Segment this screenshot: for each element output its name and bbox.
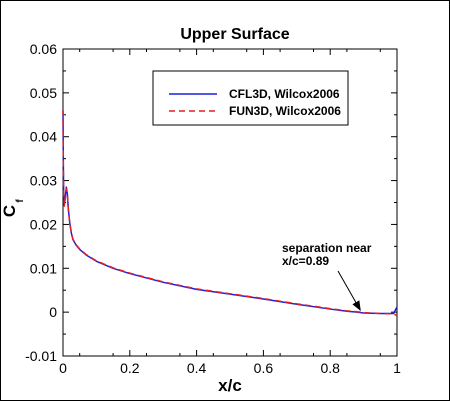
x-axis: 0 0.2 0.4 0.6 0.8 1 bbox=[59, 49, 401, 376]
y-axis-title-subscript: f bbox=[15, 199, 26, 203]
x-tick-label: 0.2 bbox=[120, 360, 140, 376]
legend-label-cfl3d: CFL3D, Wilcox2006 bbox=[229, 87, 340, 101]
series-line-fun3d bbox=[62, 110, 398, 317]
y-tick-label: 0.06 bbox=[30, 41, 57, 57]
x-tick-label: 0 bbox=[59, 360, 67, 376]
y-tick-label: -0.01 bbox=[25, 348, 57, 364]
x-tick-label: 1 bbox=[393, 360, 401, 376]
series-line-cfl3d bbox=[62, 110, 398, 315]
legend-box bbox=[152, 70, 349, 126]
legend-label-fun3d: FUN3D, Wilcox2006 bbox=[229, 104, 341, 118]
annotation-arrow bbox=[337, 270, 361, 311]
chart-title: Upper Surface bbox=[180, 26, 289, 43]
y-tick-label: 0.01 bbox=[30, 260, 57, 276]
y-tick-label: 0 bbox=[49, 304, 57, 320]
annotation-line-1: separation near bbox=[282, 241, 372, 255]
legend: CFL3D, Wilcox2006 FUN3D, Wilcox2006 bbox=[152, 70, 349, 126]
annotation-line-2: x/c=0.89 bbox=[282, 254, 329, 268]
separation-annotation: separation near x/c=0.89 bbox=[282, 241, 372, 311]
y-axis-title-main: C bbox=[1, 205, 19, 217]
y-axis-title: C f bbox=[1, 199, 26, 217]
x-tick-label: 0.6 bbox=[254, 360, 274, 376]
x-tick-label: 0.8 bbox=[320, 360, 340, 376]
y-tick-label: 0.02 bbox=[30, 216, 57, 232]
y-tick-label: 0.03 bbox=[30, 173, 57, 189]
series-layer bbox=[62, 110, 398, 317]
y-tick-label: 0.05 bbox=[30, 85, 57, 101]
y-tick-label: 0.04 bbox=[30, 129, 57, 145]
y-axis: -0.01 0 0.01 0.02 0.03 0.04 0.05 0.06 bbox=[25, 41, 397, 364]
x-tick-label: 0.4 bbox=[187, 360, 207, 376]
x-axis-title: x/c bbox=[218, 376, 242, 395]
